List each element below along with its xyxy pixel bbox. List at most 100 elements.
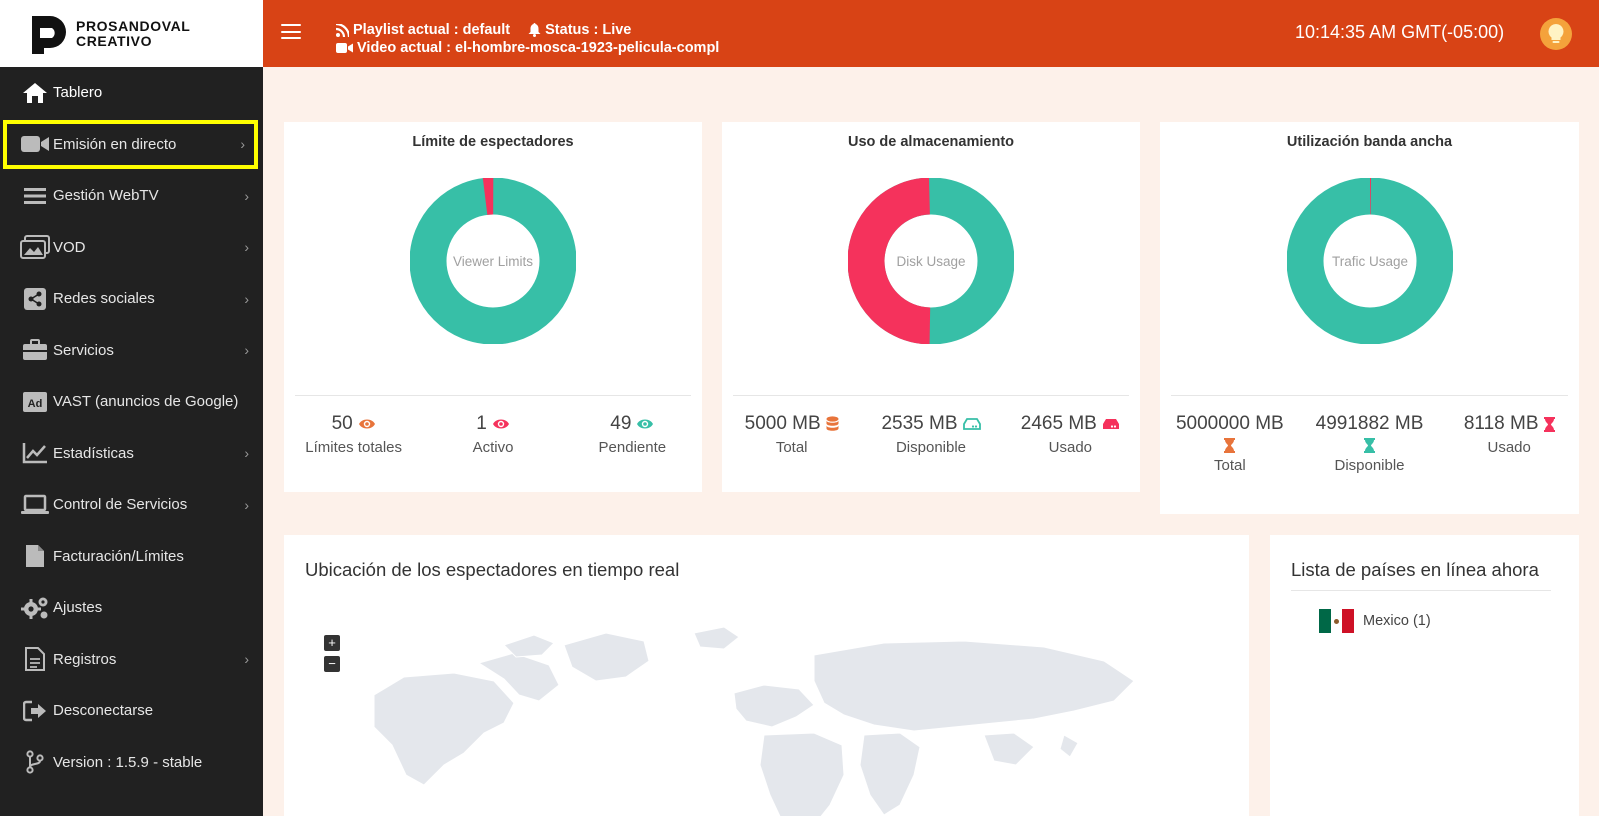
- stat-label: Disponible: [895, 439, 967, 456]
- logo-mark-icon: [30, 14, 66, 54]
- sidebar-item-label: VAST (anuncios de Google): [53, 393, 239, 411]
- stat-total-limits: 50 Límites totales: [284, 413, 423, 456]
- sidebar-item-label: Estadísticas: [53, 444, 134, 462]
- ad-icon: Ad: [20, 390, 50, 414]
- world-map[interactable]: [344, 615, 1164, 816]
- countries-title: Lista de países en línea ahora: [1291, 559, 1539, 580]
- top-header: Playlist actual : default Status : Live …: [263, 0, 1599, 67]
- document-icon: [20, 647, 50, 672]
- sidebar-item-emision[interactable]: Emisión en directo ›: [2, 119, 259, 171]
- stat-label: Usado: [1487, 439, 1531, 456]
- sidebar-item-desconectarse[interactable]: Desconectarse: [0, 685, 263, 737]
- donut-center-label: Viewer Limits: [453, 254, 533, 269]
- stat-label: Total: [775, 439, 808, 456]
- sidebar-item-ajustes[interactable]: Ajustes: [0, 582, 263, 634]
- status-text: Status : Live: [545, 22, 632, 38]
- hard-drive-icon: [962, 418, 981, 430]
- divider: [1291, 590, 1551, 591]
- images-icon: [20, 235, 50, 260]
- eye-icon: [492, 419, 509, 429]
- branch-icon: [20, 750, 50, 774]
- chevron-right-icon: ›: [244, 290, 249, 307]
- zoom-out-button[interactable]: −: [324, 656, 340, 672]
- viewer-limits-donut: Viewer Limits: [410, 178, 576, 344]
- bandwidth-card: Utilización banda ancha Trafic Usage 500…: [1160, 122, 1579, 514]
- chevron-right-icon: ›: [244, 496, 249, 513]
- video-icon: [336, 43, 353, 53]
- laptop-icon: [20, 493, 50, 517]
- sidebar-item-label: Desconectarse: [53, 702, 154, 720]
- stat-total: 5000 MB Total: [722, 413, 861, 456]
- country-item[interactable]: Mexico (1): [1319, 609, 1431, 633]
- hourglass-icon: [1364, 438, 1375, 453]
- traffic-usage-donut: Trafic Usage: [1286, 178, 1453, 344]
- viewer-map-card: Ubicación de los espectadores en tiempo …: [284, 535, 1249, 816]
- sidebar-item-vod[interactable]: VOD ›: [0, 222, 263, 274]
- viewer-limits-card: Límite de espectadores Viewer Limits 50 …: [284, 122, 702, 492]
- stat-pending: 49 Pendiente: [563, 413, 702, 456]
- sidebar-item-estadisticas[interactable]: Estadísticas ›: [0, 428, 263, 480]
- stat-active: 1 Activo: [423, 413, 562, 456]
- countries-online-card: Lista de países en línea ahora Mexico (1…: [1270, 535, 1579, 816]
- map-title: Ubicación de los espectadores en tiempo …: [305, 559, 680, 580]
- sidebar-item-registros[interactable]: Registros ›: [0, 634, 263, 686]
- sidebar-item-label: Tablero: [53, 84, 103, 102]
- stream-info: Playlist actual : default Status : Live …: [336, 21, 719, 57]
- sidebar-item-redes-sociales[interactable]: Redes sociales ›: [0, 273, 263, 325]
- clock: 10:14:35 AM GMT(-05:00): [1295, 22, 1505, 42]
- stat-label: Límites totales: [305, 439, 403, 456]
- sidebar-item-label: Gestión WebTV: [53, 187, 159, 205]
- sidebar-item-servicios[interactable]: Servicios ›: [0, 325, 263, 377]
- sidebar-item-tablero[interactable]: Tablero: [0, 67, 263, 119]
- sidebar-item-version: Version : 1.5.9 - stable: [0, 737, 263, 789]
- video-text: Video actual : el-hombre-mosca-1923-peli…: [357, 40, 720, 56]
- stats-row: 5000 MB Total 2535 MB Disponible 2465 MB…: [722, 413, 1140, 456]
- sidebar-item-label: Ajustes: [53, 599, 103, 617]
- briefcase-icon: [20, 338, 50, 362]
- file-icon: [20, 544, 50, 568]
- lightbulb-icon[interactable]: [1540, 18, 1572, 50]
- sidebar-item-facturacion[interactable]: Facturación/Límites: [0, 531, 263, 583]
- zoom-in-button[interactable]: +: [324, 635, 340, 651]
- donut-center-label: Disk Usage: [896, 254, 965, 269]
- storage-card: Uso de almacenamiento Disk Usage 5000 MB…: [722, 122, 1140, 492]
- hamburger-menu-icon[interactable]: [281, 24, 301, 42]
- gears-icon: [20, 596, 50, 620]
- hourglass-icon: [1543, 416, 1555, 432]
- chevron-right-icon: ›: [244, 239, 249, 256]
- sidebar-item-control-servicios[interactable]: Control de Servicios ›: [0, 479, 263, 531]
- sidebar-item-gestion-webtv[interactable]: Gestión WebTV ›: [0, 170, 263, 222]
- divider: [733, 395, 1129, 396]
- stat-value: 4991882 MB: [1315, 413, 1424, 434]
- chevron-right-icon: ›: [244, 187, 249, 204]
- brand-line1: PROSANDOVAL: [76, 17, 191, 34]
- mexico-flag-icon: [1319, 609, 1355, 633]
- stat-label: Total: [1213, 457, 1246, 474]
- stats-row: 50 Límites totales 1 Activo 49 Pendiente: [284, 413, 702, 456]
- eye-icon: [358, 419, 375, 429]
- hourglass-icon: [1224, 438, 1236, 453]
- country-name: Mexico (1): [1363, 613, 1431, 629]
- sign-out-icon: [20, 699, 50, 723]
- sidebar-item-vast[interactable]: Ad VAST (anuncios de Google): [0, 376, 263, 428]
- stat-value: 8118 MB: [1463, 413, 1539, 434]
- chevron-right-icon: ›: [244, 651, 249, 668]
- card-title: Uso de almacenamiento: [848, 134, 1014, 150]
- share-icon: [20, 287, 50, 311]
- stat-available: 4991882 MB Disponible: [1300, 413, 1440, 474]
- video-camera-icon: [20, 132, 50, 156]
- hard-drive-icon: [1102, 419, 1119, 429]
- stat-label: Pendiente: [598, 439, 667, 456]
- logo[interactable]: PROSANDOVAL CREATIVO: [0, 0, 263, 67]
- stats-row: 5000000 MB Total 4991882 MB Disponible 8…: [1160, 413, 1579, 474]
- card-title: Utilización banda ancha: [1286, 134, 1453, 150]
- bell-icon: [528, 23, 541, 37]
- sidebar-menu: Tablero Emisión en directo › Gestión Web…: [0, 67, 263, 788]
- svg-text:Ad: Ad: [28, 398, 43, 410]
- list-icon: [20, 184, 50, 208]
- stat-label: Usado: [1048, 439, 1092, 456]
- donut-center-label: Trafic Usage: [1331, 254, 1407, 269]
- divider: [295, 395, 691, 396]
- sidebar-item-label: Emisión en directo: [53, 135, 177, 153]
- stat-value: 5000 MB: [744, 413, 821, 434]
